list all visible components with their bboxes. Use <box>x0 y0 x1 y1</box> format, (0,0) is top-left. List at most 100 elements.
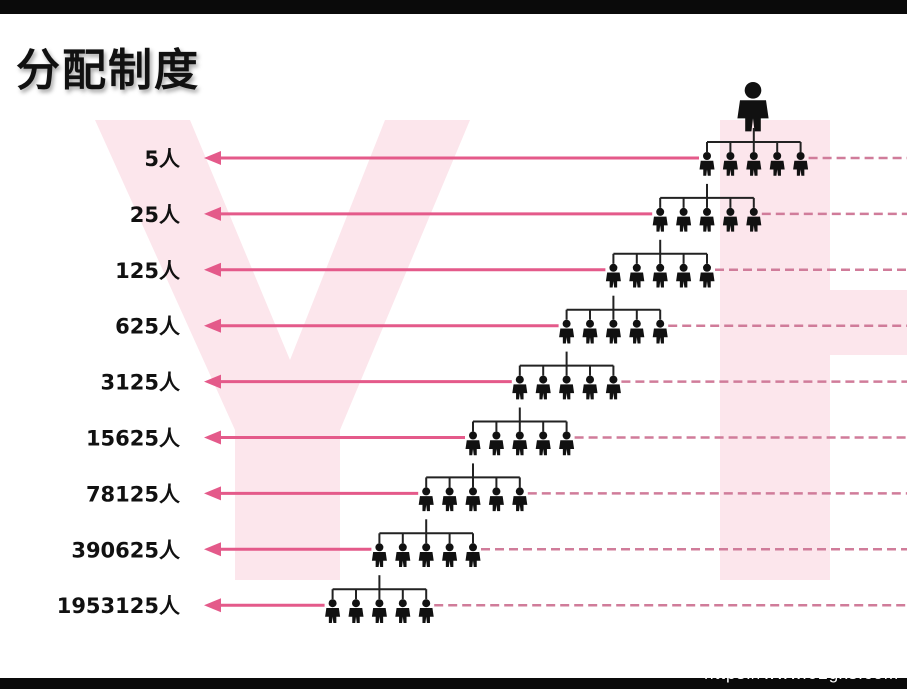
person-body <box>722 216 738 232</box>
person-head <box>469 431 477 440</box>
person-body <box>676 216 692 232</box>
person-icon <box>699 207 715 232</box>
level-row: 125人 <box>115 239 907 288</box>
person-head <box>726 207 735 216</box>
person-head <box>773 152 782 160</box>
person-body <box>512 384 528 400</box>
person-body <box>465 496 481 512</box>
person-head <box>375 543 384 552</box>
person-body <box>442 552 458 568</box>
level-count-label: 25人 <box>130 203 180 227</box>
arrow-head <box>204 598 221 613</box>
person-body <box>605 328 621 344</box>
person-head <box>656 319 665 328</box>
person-body <box>418 552 434 568</box>
person-body <box>629 328 645 344</box>
person-body <box>582 384 598 400</box>
person-body <box>371 552 387 568</box>
person-body <box>652 216 668 232</box>
person-icon <box>348 599 364 623</box>
person-body <box>746 216 762 232</box>
person-body <box>325 607 341 623</box>
person-head <box>656 263 665 272</box>
person-head <box>679 263 688 272</box>
person-icon <box>676 207 692 232</box>
arrow-head <box>204 430 221 445</box>
person-icon <box>371 543 387 568</box>
person-head <box>539 431 548 440</box>
person-icon <box>722 152 738 176</box>
person-head <box>515 375 524 384</box>
person-icon <box>371 599 387 623</box>
person-head <box>679 207 688 216</box>
level-count-label: 78125人 <box>86 482 180 506</box>
arrow-head <box>204 542 221 557</box>
level-count-label: 390625人 <box>71 538 180 562</box>
person-body <box>418 496 434 512</box>
person-icon <box>699 152 715 176</box>
person-body <box>769 160 785 176</box>
person-body <box>512 496 528 512</box>
arrow-head <box>204 206 221 221</box>
person-body <box>348 607 364 623</box>
person-icon <box>605 263 621 288</box>
person-head <box>352 599 360 608</box>
person-icon <box>395 599 411 623</box>
person-icon <box>465 543 481 568</box>
level-count-label: 1953125人 <box>57 594 180 618</box>
person-icon <box>699 263 715 288</box>
person-icon <box>629 263 645 288</box>
person-icon <box>442 487 458 512</box>
person-head <box>422 543 431 552</box>
top-border <box>0 0 907 14</box>
person-body <box>559 328 575 344</box>
person-head <box>562 375 571 384</box>
person-head <box>469 543 477 552</box>
person-body <box>535 440 551 456</box>
person-head <box>445 543 454 552</box>
person-body <box>465 552 481 568</box>
bottom-border <box>0 678 907 689</box>
person-body <box>559 384 575 400</box>
person-icon <box>465 431 481 456</box>
person-head <box>562 431 571 440</box>
person-icon <box>418 487 434 512</box>
person-head <box>726 152 735 160</box>
arrow-head <box>204 151 221 165</box>
level-count-label: 625人 <box>115 315 180 339</box>
person-icon <box>582 375 598 400</box>
person-icon <box>559 319 575 344</box>
person-icon <box>652 319 668 344</box>
level-count-label: 3125人 <box>101 371 180 395</box>
person-body <box>605 272 621 288</box>
person-body <box>699 160 715 176</box>
person-body <box>605 384 621 400</box>
person-head <box>445 487 454 496</box>
person-head <box>422 487 431 496</box>
level-count-label: 125人 <box>115 259 180 283</box>
person-body <box>488 496 504 512</box>
person-body <box>582 328 598 344</box>
person-body <box>793 160 809 176</box>
person-body <box>535 384 551 400</box>
level-row: 5人 <box>144 128 907 176</box>
person-icon <box>746 207 762 232</box>
person-icon <box>722 207 738 232</box>
level-row: 78125人 <box>86 463 907 512</box>
person-head <box>609 319 618 328</box>
person-head <box>609 263 618 272</box>
arrow-head <box>204 486 221 501</box>
person-body <box>699 272 715 288</box>
person-head <box>422 599 431 608</box>
person-icon <box>535 431 551 456</box>
person-body <box>371 607 387 623</box>
person-head <box>515 487 524 496</box>
level-row: 390625人 <box>71 519 907 568</box>
watermark-url: https://www.02gxs.com <box>704 664 899 683</box>
person-body <box>722 160 738 176</box>
person-head <box>492 431 501 440</box>
person-head <box>398 599 407 608</box>
person-icon <box>512 431 528 456</box>
person-head <box>328 599 337 608</box>
